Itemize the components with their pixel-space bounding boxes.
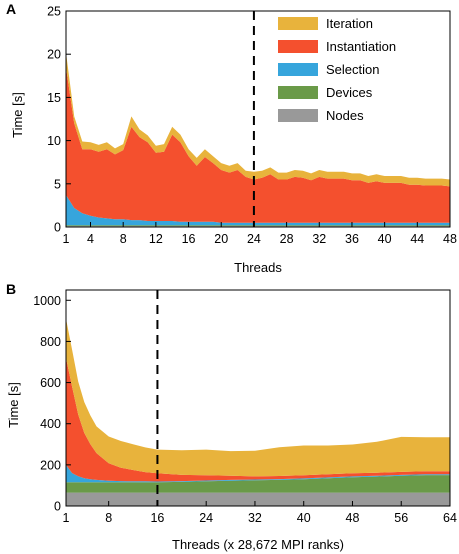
panel-b-y-axis-label: Time [s] (6, 382, 21, 428)
panel-a-y-tick-label: 5 (54, 177, 61, 191)
panel-a-area-instantiation (66, 67, 450, 223)
panel-a-y-tick-label: 0 (54, 221, 61, 235)
legend: Iteration Instantiation Selection Devices No… (278, 16, 396, 123)
panel-b-area-instantiation (66, 357, 450, 482)
panel-b-y-tick-label: 800 (40, 335, 61, 349)
panel-b: 0 200 400 600 800 1000 1 8 16 24 32 40 48 56 64 B Tim… (6, 281, 457, 552)
legend-swatch-nodes (278, 109, 318, 122)
panel-a-area-devices (66, 225, 450, 227)
panel-b-x-tick-label: 48 (346, 511, 360, 525)
panel-b-x-tick-label: 24 (199, 511, 213, 525)
legend-swatch-devices (278, 86, 318, 99)
panel-a-y-tick-label: 15 (47, 91, 61, 105)
legend-swatch-iteration (278, 17, 318, 30)
panel-b-x-tick-label: 16 (150, 511, 164, 525)
panel-b-y-tick-label: 1000 (33, 294, 61, 308)
legend-label-instantiation: Instantiation (326, 39, 396, 54)
panel-b-area-selection (66, 464, 450, 483)
panel-a-x-tick-label: 36 (345, 232, 359, 246)
panel-a-y-tick-label: 10 (47, 134, 61, 148)
panel-b-y-tick-label: 400 (40, 417, 61, 431)
panel-a-x-tick-label: 28 (280, 232, 294, 246)
panel-b-area-nodes (66, 492, 450, 506)
panel-a-plot-frame (65, 10, 451, 228)
panel-a-y-tick-label: 25 (47, 5, 61, 19)
panel-b-y-tick-label: 600 (40, 376, 61, 390)
panel-a-x-tick-label: 16 (182, 232, 196, 246)
panel-b-y-tick-label: 0 (54, 500, 61, 514)
legend-label-devices: Devices (326, 85, 373, 100)
panel-a-x-tick-label: 32 (312, 232, 326, 246)
panel-a-x-tick-label: 1 (63, 232, 70, 246)
panel-a-x-tick-label: 12 (149, 232, 163, 246)
panel-b-x-axis-label: Threads (x 28,672 MPI ranks) (172, 537, 344, 552)
panel-b-x-tick-label: 56 (394, 511, 408, 525)
legend-swatch-instantiation (278, 40, 318, 53)
panel-b-x-tick-label: 64 (443, 511, 457, 525)
panel-b-x-tick-label: 40 (297, 511, 311, 525)
panel-a-area-selection (66, 195, 450, 226)
panel-b-x-tick-label: 8 (105, 511, 112, 525)
panel-a-y-axis-label: Time [s] (10, 92, 25, 138)
panel-b-x-tick-label: 32 (248, 511, 262, 525)
panel-a-y-tick-label: 20 (47, 48, 61, 62)
panel-b-y-tick-label: 200 (40, 458, 61, 472)
legend-label-selection: Selection (326, 62, 379, 77)
legend-label-iteration: Iteration (326, 16, 373, 31)
panel-a-label: A (6, 1, 16, 17)
panel-a-x-tick-label: 48 (443, 232, 457, 246)
panel-b-area-iteration (66, 318, 450, 477)
legend-swatch-selection (278, 63, 318, 76)
panel-a-x-tick-label: 40 (378, 232, 392, 246)
panel-a-x-tick-label: 8 (120, 232, 127, 246)
panel-b-label: B (6, 281, 16, 297)
panel-b-area-devices (66, 475, 450, 493)
panel-a-x-axis-label: Threads (234, 260, 282, 275)
panel-b-x-tick-label: 1 (63, 511, 70, 525)
legend-label-nodes: Nodes (326, 108, 364, 123)
panel-b-plot-frame (65, 289, 451, 507)
panel-a-x-tick-label: 4 (87, 232, 94, 246)
panel-a-x-tick-label: 44 (410, 232, 424, 246)
panel-a-x-tick-label: 24 (247, 232, 261, 246)
panel-a-x-tick-label: 20 (214, 232, 228, 246)
